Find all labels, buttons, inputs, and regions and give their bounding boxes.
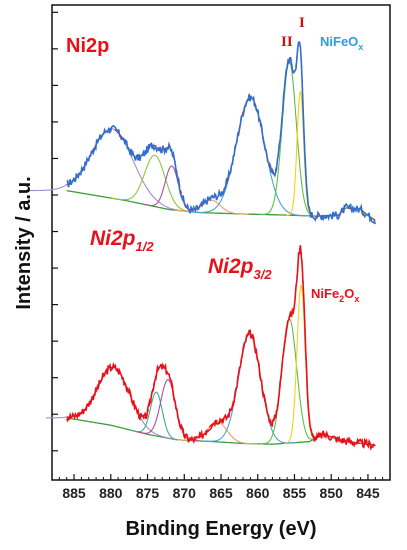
panel-title: Ni2p <box>66 35 109 57</box>
region-label-ni2p12-sub: 1/2 <box>136 239 155 254</box>
x-tick-label-875: 875 <box>136 485 160 501</box>
fit-component-0 <box>25 128 199 214</box>
sample-label-nife2ox-mid: O <box>344 286 354 301</box>
sample-label-nife2ox-main: NiFe <box>311 286 339 301</box>
region-label-ni2p32: Ni2p3/2 <box>208 255 272 282</box>
x-tick-label-850: 850 <box>320 485 344 501</box>
sample-label-nife2ox: NiFe2Ox <box>311 286 359 304</box>
sample-series-1 <box>45 245 376 451</box>
fit-component-3 <box>174 199 249 215</box>
region-label-ni2p32-main: Ni2p <box>208 255 254 278</box>
sample-label-nifeox: NiFeOx <box>320 34 363 52</box>
raw-spectrum <box>66 41 377 225</box>
x-tick-label-865: 865 <box>209 485 233 501</box>
sample-label-nife2ox-sub1: 2 <box>339 294 344 304</box>
x-tick-label-880: 880 <box>99 485 123 501</box>
raw-spectrum <box>65 245 376 451</box>
peak-label-II: II <box>281 34 293 50</box>
sample-label-nife2ox-sub2: x <box>354 294 359 304</box>
x-tick-label-870: 870 <box>173 485 197 501</box>
x-tick-label-845: 845 <box>356 485 380 501</box>
sample-label-nifeox-main: NiFeO <box>320 34 358 49</box>
region-label-ni2p32-sub: 3/2 <box>254 267 273 282</box>
y-axis-label: Intensity / a.u. <box>13 176 35 309</box>
x-tick-label-855: 855 <box>283 485 307 501</box>
x-axis-ticks: 885 880 875 870 865 860 855 850 845 <box>58 474 384 501</box>
x-tick-label-860: 860 <box>246 485 270 501</box>
peak-label-I: I <box>299 15 305 31</box>
series-layer <box>25 40 377 451</box>
fit-component-1 <box>111 154 199 213</box>
x-tick-label-885: 885 <box>62 485 86 501</box>
y-axis-ticks <box>52 11 58 452</box>
sample-label-nifeox-sub: x <box>358 42 363 52</box>
sample-series-0 <box>25 40 377 225</box>
fit-component-1 <box>131 391 181 441</box>
region-label-ni2p12-main: Ni2p <box>90 227 136 250</box>
x-axis-label: Binding Energy (eV) <box>125 518 316 540</box>
region-label-ni2p12: Ni2p1/2 <box>90 227 154 254</box>
